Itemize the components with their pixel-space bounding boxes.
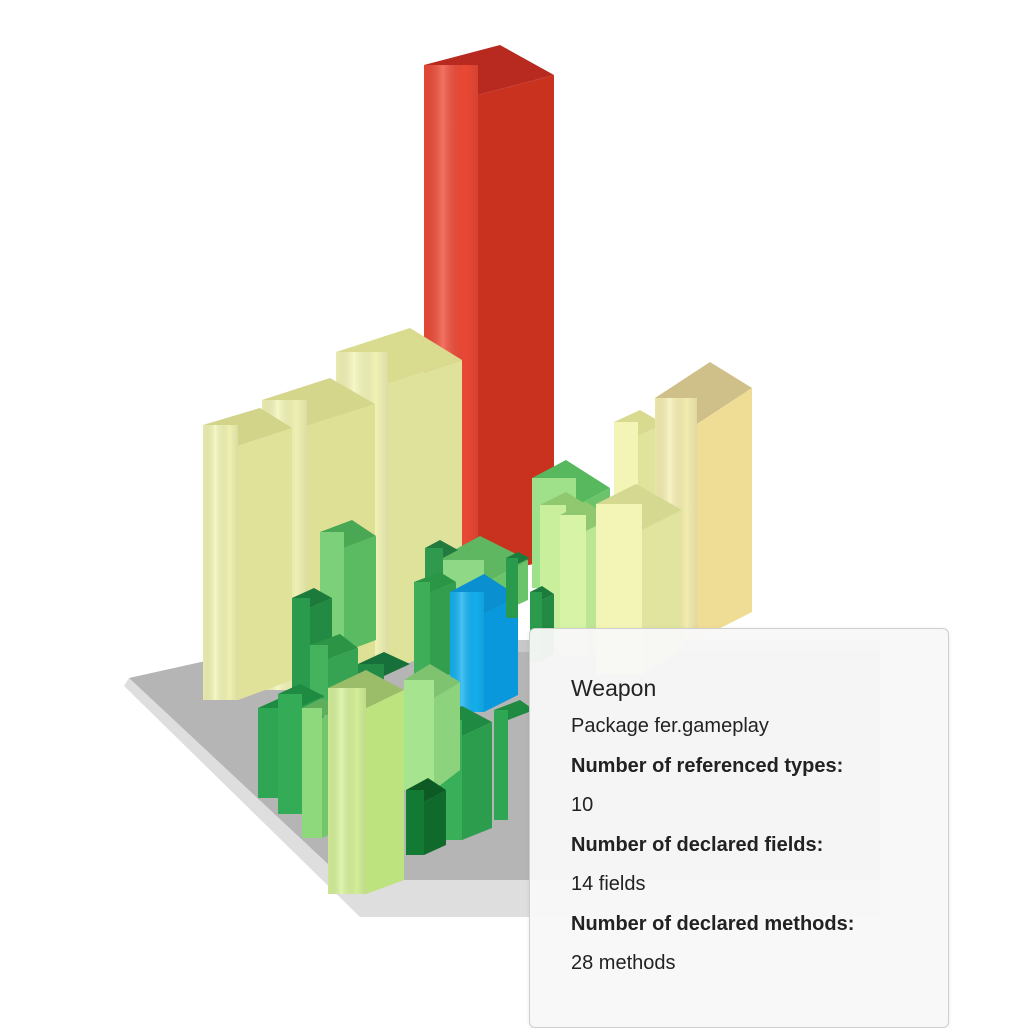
tooltip-label-declared-methods: Number of declared methods:	[571, 913, 855, 935]
building-green-front-right[interactable]	[494, 700, 534, 820]
building-darkest-green-front[interactable]	[406, 778, 446, 855]
tooltip-value-declared-fields: 14 fields	[571, 873, 646, 895]
tooltip-value-referenced-types: 10	[571, 794, 594, 816]
tooltip-label-declared-fields: Number of declared fields:	[571, 834, 824, 856]
building-lightgreen-front-mid[interactable]	[404, 664, 460, 790]
building-lime-front-tall[interactable]	[328, 670, 404, 894]
tooltip-label-referenced-types: Number of referenced types:	[571, 755, 844, 777]
buildings	[203, 45, 752, 894]
tooltip-value-declared-methods: 28 methods	[571, 952, 676, 974]
building-green-center-mid[interactable]	[414, 572, 456, 682]
building-yellow-left-1[interactable]	[203, 408, 292, 700]
tooltip-class-name: Weapon	[571, 675, 657, 701]
tooltip-package: Package fer.gameplay	[571, 715, 769, 737]
class-info-tooltip: Weapon Package fer.gameplay Number of re…	[529, 628, 949, 1028]
platform-edge	[124, 678, 880, 917]
building-red-tall[interactable]	[424, 45, 554, 575]
